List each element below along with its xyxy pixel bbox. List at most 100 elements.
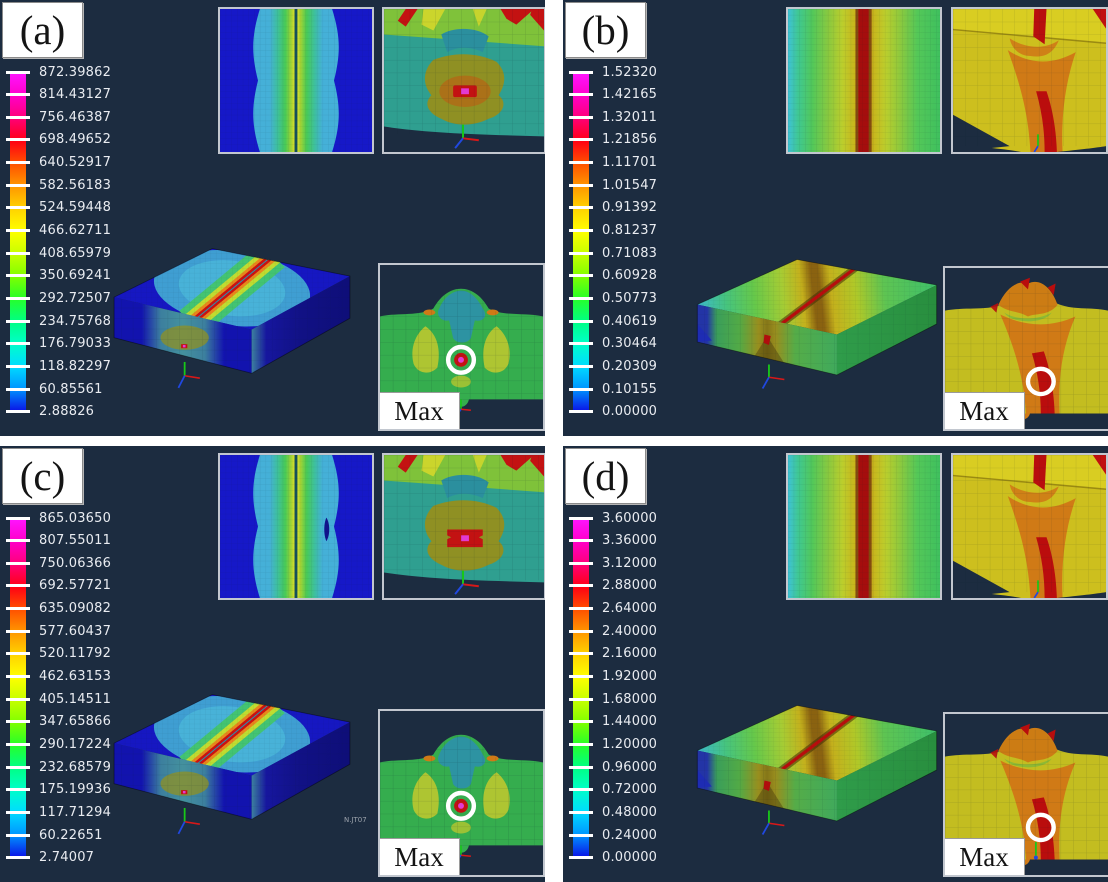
legend-tick [6, 138, 30, 142]
legend-tick [569, 516, 593, 520]
cross-section-inset: Max [943, 712, 1108, 877]
legend-tick [6, 365, 30, 369]
cross-section-inset: Max [378, 263, 545, 431]
legend-value: 0.00000 [602, 404, 658, 420]
legend-value: 520.11792 [39, 646, 112, 662]
legend-entry: 1.32011 [563, 107, 778, 127]
legend-entry: 520.11792 [0, 644, 215, 664]
legend-value: 290.17224 [39, 737, 112, 753]
panel-label: (a) [2, 2, 83, 58]
cross-section-contour [945, 714, 1108, 875]
legend-entry: 640.52917 [0, 153, 215, 173]
legend-entry: 0.10155 [563, 379, 778, 399]
legend-entry: 0.81237 [563, 221, 778, 241]
legend-entry: 865.03650 [0, 508, 215, 528]
legend-value: 1.52320 [602, 64, 658, 80]
legend-value: 1.01547 [602, 177, 658, 193]
max-label: Max [380, 838, 460, 875]
legend-tick [6, 584, 30, 588]
legend-entry: 0.40619 [563, 311, 778, 331]
top-view-inset [218, 7, 374, 154]
legend-tick [6, 811, 30, 815]
legend-tick [569, 833, 593, 837]
block-3d-contour [696, 259, 938, 389]
legend-value: 0.81237 [602, 223, 658, 239]
legend-tick [569, 856, 593, 860]
top-view-contour [788, 9, 940, 152]
legend-entry: 0.20309 [563, 357, 778, 377]
legend-value: 524.59448 [39, 200, 112, 216]
contour-legend: 872.39862 814.43127 756.46387 698.49652 640.… [0, 62, 215, 422]
max-location-circle [445, 344, 477, 375]
legend-tick [569, 183, 593, 187]
legend-entry: 582.56183 [0, 175, 215, 195]
legend-tick [6, 561, 30, 565]
legend-value: 292.72507 [39, 291, 112, 307]
legend-tick [569, 720, 593, 724]
legend-entry: 3.36000 [563, 531, 778, 551]
top-face-contour [114, 694, 350, 776]
legend-tick [569, 652, 593, 656]
panel-c: (c) 865.03650 807.55011 750.06366 692.57721… [0, 446, 545, 882]
legend-value: 1.92000 [602, 669, 658, 685]
legend-tick [6, 161, 30, 165]
closeup-inset [951, 7, 1108, 154]
legend-value: 176.79033 [39, 336, 112, 352]
legend-value: 2.64000 [602, 601, 658, 617]
legend-tick [6, 342, 30, 346]
legend-entry: 872.39862 [0, 62, 215, 82]
legend-entry: 0.48000 [563, 803, 778, 823]
legend-tick [569, 629, 593, 633]
legend-tick [569, 675, 593, 679]
legend-value: 0.00000 [602, 850, 658, 866]
legend-value: 2.40000 [602, 623, 658, 639]
legend-value: 234.75768 [39, 313, 112, 329]
legend-entry: 118.82297 [0, 357, 215, 377]
legend-value: 750.06366 [39, 555, 112, 571]
legend-entry: 0.24000 [563, 825, 778, 845]
legend-entry: 0.30464 [563, 334, 778, 354]
legend-entry: 1.20000 [563, 735, 778, 755]
coordinate-axes-icon [177, 807, 200, 835]
legend-value: 0.60928 [602, 268, 658, 284]
legend-value: 698.49652 [39, 132, 112, 148]
legend-value: 117.71294 [39, 805, 112, 821]
watermark: N.JT07 [344, 816, 367, 824]
legend-tick [6, 833, 30, 837]
legend-tick [6, 115, 30, 119]
legend-value: 408.65979 [39, 245, 112, 261]
top-view-inset [786, 7, 942, 154]
legend-tick [6, 539, 30, 543]
max-location-circle [1025, 366, 1056, 397]
front-face-contour [114, 743, 252, 820]
legend-tick [569, 539, 593, 543]
legend-entry: 2.74007 [0, 848, 215, 868]
legend-tick [6, 516, 30, 520]
model-3d-view [98, 234, 366, 396]
legend-value: 0.50773 [602, 291, 658, 307]
legend-value: 2.74007 [39, 850, 95, 866]
top-face-contour [697, 705, 937, 781]
legend-entry: 0.00000 [563, 402, 778, 422]
legend-tick [569, 297, 593, 301]
legend-entry: 2.16000 [563, 644, 778, 664]
top-view-inset [218, 453, 374, 600]
legend-value: 350.69241 [39, 268, 112, 284]
legend-entry: 635.09082 [0, 599, 215, 619]
contour-legend: 1.52320 1.42165 1.32011 1.21856 1.11701 1.015… [563, 62, 778, 422]
legend-value: 1.11701 [602, 155, 658, 171]
cross-section-contour [380, 265, 543, 429]
legend-tick [569, 561, 593, 565]
front-face-contour [114, 297, 252, 374]
legend-value: 756.46387 [39, 109, 112, 125]
legend-entry: 176.79033 [0, 334, 215, 354]
legend-entry: 814.43127 [0, 85, 215, 105]
legend-tick [569, 697, 593, 701]
block-3d-contour [113, 248, 351, 389]
legend-entry: 1.52320 [563, 62, 778, 82]
legend-value: 1.32011 [602, 109, 658, 125]
legend-value: 3.36000 [602, 533, 658, 549]
legend-value: 60.85561 [39, 381, 103, 397]
legend-value: 577.60437 [39, 623, 112, 639]
legend-tick [6, 856, 30, 860]
